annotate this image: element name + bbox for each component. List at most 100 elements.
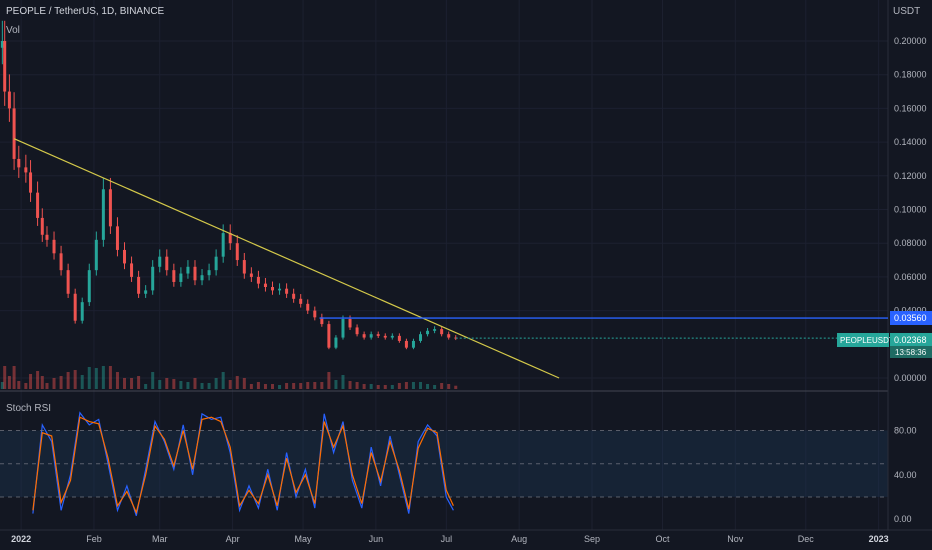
candle-body[interactable]	[73, 293, 77, 321]
candle-body[interactable]	[7, 91, 11, 109]
candle-body[interactable]	[320, 317, 324, 325]
stoch-rsi-label[interactable]: Stoch RSI	[6, 403, 51, 414]
volume-bar	[278, 385, 282, 389]
candle-body[interactable]	[397, 335, 401, 341]
volume-bar	[426, 384, 430, 389]
candle-body[interactable]	[221, 233, 225, 257]
price-axis[interactable]: 0.20000 0.18000 0.16000 0.14000 0.12000 0.100…	[894, 36, 927, 383]
candle-body[interactable]	[426, 330, 430, 335]
candle-body[interactable]	[17, 158, 21, 168]
candle-body[interactable]	[390, 335, 394, 338]
candle-body[interactable]	[108, 189, 112, 227]
candle-body[interactable]	[193, 266, 197, 281]
candle-body[interactable]	[263, 283, 267, 288]
volume-bar	[7, 376, 11, 389]
volume-bar	[362, 384, 366, 389]
candle-body[interactable]	[292, 293, 296, 299]
stoch-axis[interactable]: 80.00 40.00 0.00	[894, 425, 917, 524]
ticker-tag	[837, 333, 889, 347]
candle-body[interactable]	[87, 270, 91, 303]
candle-body[interactable]	[151, 266, 155, 291]
candle-body[interactable]	[179, 273, 183, 282]
candle-body[interactable]	[355, 327, 359, 335]
candle-body[interactable]	[433, 329, 437, 331]
candle-body[interactable]	[40, 217, 44, 235]
volume-bar	[454, 385, 458, 389]
candle-body[interactable]	[94, 239, 98, 271]
candle-body[interactable]	[369, 334, 373, 338]
symbol-title[interactable]: PEOPLE / TetherUS, 1D, BINANCE	[6, 6, 165, 17]
candle-body[interactable]	[172, 270, 176, 282]
candle-body[interactable]	[24, 167, 28, 173]
candle-body[interactable]	[313, 310, 317, 318]
last-price-value: 0.02368	[894, 335, 927, 345]
candle-body[interactable]	[80, 302, 84, 321]
candle-body[interactable]	[36, 192, 40, 218]
candle-body[interactable]	[137, 276, 141, 294]
candle-body[interactable]	[45, 234, 49, 240]
drawings[interactable]	[13, 138, 888, 379]
candle-body[interactable]	[228, 233, 232, 244]
candle-body[interactable]	[144, 290, 148, 294]
candle-body[interactable]	[334, 337, 338, 348]
volume-bars	[0, 366, 458, 389]
candle-body[interactable]	[158, 256, 162, 267]
time-tick-label: Oct	[655, 534, 670, 544]
candle-body[interactable]	[256, 276, 260, 284]
candle-body[interactable]	[249, 273, 253, 277]
stoch-tick-label: 0.00	[894, 514, 912, 524]
candle-body[interactable]	[362, 334, 366, 338]
candle-body[interactable]	[12, 108, 16, 159]
candle-body[interactable]	[404, 340, 408, 348]
candle-body[interactable]	[447, 334, 451, 338]
volume-bar	[193, 378, 197, 389]
time-tick-label: Dec	[798, 534, 815, 544]
candle-body[interactable]	[214, 256, 218, 271]
volume-bar	[285, 383, 289, 389]
candle-body[interactable]	[278, 288, 282, 291]
candle-body[interactable]	[0, 41, 4, 48]
candle-body[interactable]	[299, 298, 303, 304]
candle-body[interactable]	[130, 263, 134, 277]
candle-body[interactable]	[242, 260, 246, 274]
candle-body[interactable]	[66, 270, 70, 294]
ticker-name: PEOPLEUSDT	[840, 336, 894, 345]
candle-body[interactable]	[59, 253, 63, 271]
candle-body[interactable]	[419, 334, 423, 341]
candle-body[interactable]	[327, 324, 331, 348]
candle-body[interactable]	[52, 239, 56, 254]
candle-body[interactable]	[29, 172, 33, 193]
volume-label[interactable]: Vol	[6, 25, 20, 36]
candle-body[interactable]	[383, 335, 387, 338]
candle-body[interactable]	[115, 226, 119, 250]
candle-body[interactable]	[285, 288, 289, 294]
candle-body[interactable]	[3, 41, 7, 92]
time-tick-label: 2022	[11, 534, 31, 544]
time-axis[interactable]: 2022 Feb Mar Apr May Jun Jul Aug Sep Oct Nov Dec 202…	[11, 534, 888, 544]
candle-body[interactable]	[235, 243, 239, 261]
volume-bar	[29, 374, 33, 389]
candle-body[interactable]	[207, 270, 211, 276]
candle-body[interactable]	[341, 319, 345, 338]
candle-body[interactable]	[411, 340, 415, 348]
candle-body[interactable]	[271, 287, 275, 291]
volume-bar	[411, 382, 415, 389]
candle-body[interactable]	[376, 334, 380, 336]
candlesticks[interactable]	[0, 20, 458, 350]
candle-body[interactable]	[186, 266, 190, 274]
candle-body[interactable]	[123, 249, 127, 264]
price-tick-label: 0.08000	[894, 238, 927, 248]
stoch-reference-lines	[0, 429, 888, 498]
candle-body[interactable]	[440, 329, 444, 335]
candle-body[interactable]	[165, 256, 169, 271]
level-price-value: 0.03560	[894, 313, 927, 323]
time-tick-label: Feb	[86, 534, 102, 544]
volume-bar	[12, 366, 16, 389]
candle-body[interactable]	[306, 303, 310, 311]
candle-body[interactable]	[101, 189, 105, 240]
volume-bar	[299, 383, 303, 389]
candle-body[interactable]	[200, 275, 204, 281]
candle-body[interactable]	[348, 319, 352, 328]
